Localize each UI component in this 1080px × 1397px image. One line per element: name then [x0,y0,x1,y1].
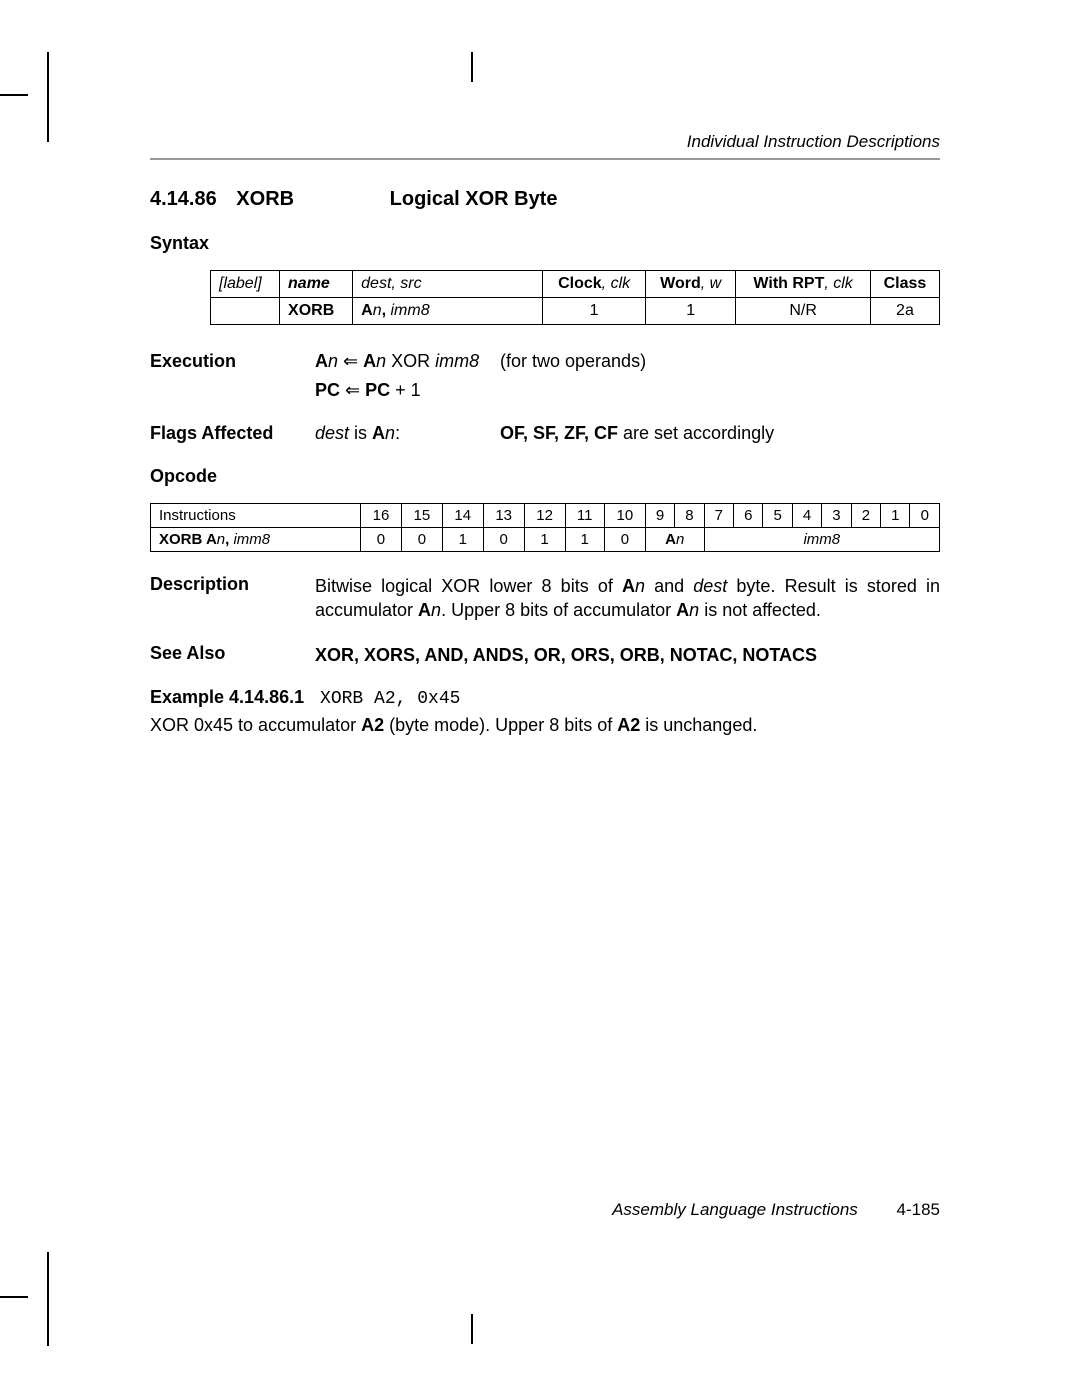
crop-mark [0,94,28,96]
flags-label: Flags Affected [150,423,315,444]
cell: 14 [442,504,483,528]
cell: 15 [401,504,442,528]
execution-block: Execution An ⇐ An XOR imm8 (for two oper… [150,351,940,401]
table-row: XORB An, imm8 1 1 N/R 2a [211,298,940,325]
cell: 0 [483,528,524,552]
cell: 11 [565,504,604,528]
section-heading: 4.14.86 XORB Logical XOR Byte [150,188,940,211]
description-text: Bitwise logical XOR lower 8 bits of An a… [315,574,940,623]
opcode-label: Opcode [150,466,940,487]
cell: 8 [675,504,704,528]
cell: imm8 [704,528,939,552]
example-line: Example 4.14.86.1 XORB A2, 0x45 [150,687,940,709]
col-clock-bold: Clock [558,275,602,292]
cell: An [645,528,704,552]
page-content: Individual Instruction Descriptions 4.14… [150,132,940,737]
page-footer: Assembly Language Instructions 4-185 [150,1200,940,1220]
cell: 13 [483,504,524,528]
col-rpt-bold: With RPT [753,275,824,292]
cell: 0 [910,504,940,528]
cell: 2a [870,298,939,325]
cell: XORB An, imm8 [151,528,361,552]
example-code: XORB A2, 0x45 [320,689,460,709]
cell: An, imm8 [353,298,543,325]
syntax-table: [label] name dest, src Clock, clk Word, … [210,270,940,325]
crop-mark [0,1296,28,1298]
col-name: name [288,275,330,292]
cell: 0 [361,528,402,552]
heading-title: Logical XOR Byte [390,188,558,211]
cell: 1 [646,298,736,325]
example-label: Example 4.14.86.1 [150,687,315,708]
col-word-ital: , w [701,275,721,292]
page-number: 4-185 [897,1200,940,1219]
flags-dest: dest is An: [315,423,500,444]
flags-text: OF, SF, ZF, CF are set accordingly [500,423,940,444]
execution-pc: PC ⇐ PC + 1 [315,380,500,401]
description-label: Description [150,574,315,623]
cell: 16 [361,504,402,528]
cell: 1 [543,298,646,325]
running-header: Individual Instruction Descriptions [150,132,940,152]
cell: N/R [736,298,871,325]
cell: 1 [881,504,910,528]
heading-name: XORB [236,188,294,211]
cell: Instructions [151,504,361,528]
table-row: Instructions 16 15 14 13 12 11 10 9 8 7 … [151,504,940,528]
col-dest-src: dest, src [361,275,421,292]
cell: 5 [763,504,792,528]
cell: 10 [604,504,645,528]
col-clock-ital: , clk [602,275,630,292]
cell: 2 [851,504,880,528]
crop-mark [47,1252,49,1346]
cell: 0 [604,528,645,552]
flags-block: Flags Affected dest is An: OF, SF, ZF, C… [150,423,940,444]
cell: 0 [401,528,442,552]
cell: 1 [442,528,483,552]
heading-number: 4.14.86 [150,188,217,211]
header-rule [150,158,940,160]
crop-mark [471,1314,473,1344]
crop-mark [471,52,473,82]
description-block: Description Bitwise logical XOR lower 8 … [150,574,940,623]
cell: 3 [822,504,851,528]
cell: 12 [524,504,565,528]
cell: XORB [280,298,353,325]
syntax-label: Syntax [150,233,940,254]
crop-mark [47,52,49,142]
cell: 1 [565,528,604,552]
table-row: XORB An, imm8 0 0 1 0 1 1 0 An imm8 [151,528,940,552]
footer-title: Assembly Language Instructions [612,1200,858,1219]
col-rpt-ital: , clk [824,275,852,292]
opcode-table: Instructions 16 15 14 13 12 11 10 9 8 7 … [150,503,940,552]
table-row: [label] name dest, src Clock, clk Word, … [211,271,940,298]
col-class: Class [884,275,927,292]
cell [211,298,280,325]
execution-expr: An ⇐ An XOR imm8 [315,351,500,372]
col-word-bold: Word [660,275,701,292]
see-also-label: See Also [150,643,315,667]
col-label: [label] [211,271,280,298]
cell: 7 [704,504,733,528]
execution-note: (for two operands) [500,351,940,372]
execution-label: Execution [150,351,315,372]
cell: 1 [524,528,565,552]
cell: 9 [645,504,674,528]
cell: 6 [734,504,763,528]
see-also-text: XOR, XORS, AND, ANDS, OR, ORS, ORB, NOTA… [315,643,940,667]
cell: 4 [792,504,821,528]
example-description: XOR 0x45 to accumulator A2 (byte mode). … [150,713,940,737]
see-also-block: See Also XOR, XORS, AND, ANDS, OR, ORS, … [150,643,940,667]
